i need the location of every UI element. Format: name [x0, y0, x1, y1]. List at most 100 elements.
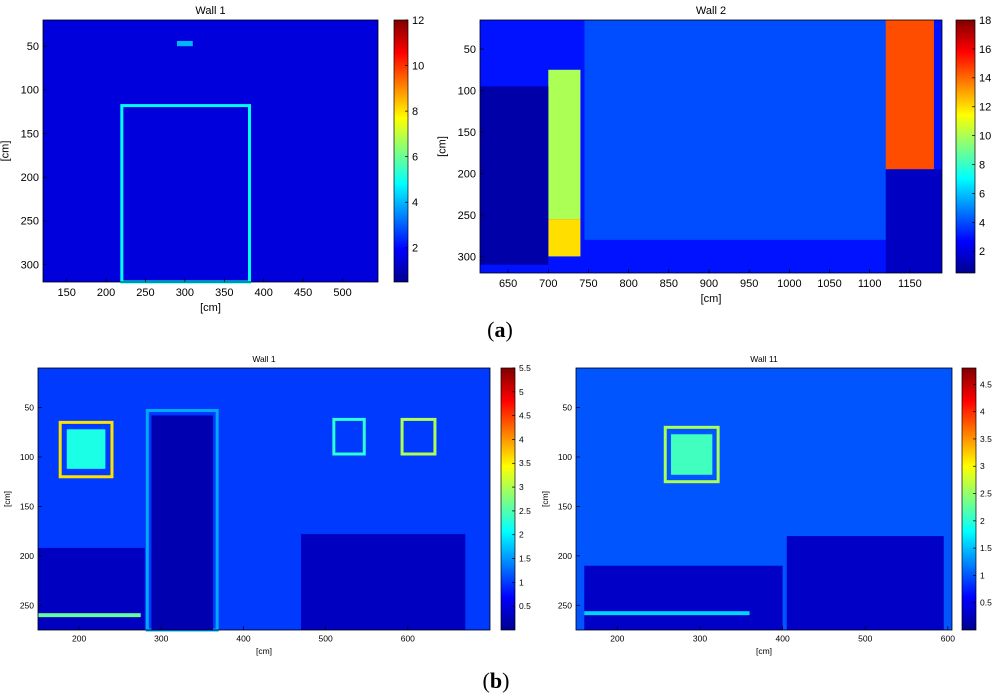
heatmap-feature-1 [663, 425, 720, 484]
heatmap-feature-3 [332, 417, 366, 456]
heatmap-feature-6 [885, 169, 942, 273]
colorbar-tick-label: 6 [412, 152, 418, 164]
y-tick-label: 300 [458, 251, 476, 263]
y-tick-label: 300 [21, 259, 39, 271]
colorbar-tick-label: 0.5 [519, 601, 531, 611]
x-tick-label: 300 [176, 287, 194, 299]
x-tick-label: 500 [333, 287, 351, 299]
colorbar-tick-label: 3.5 [980, 434, 992, 444]
heatmap-background [43, 20, 378, 282]
heatmap-feature-2 [66, 429, 106, 469]
x-tick-label: 300 [693, 634, 707, 644]
x-tick-label: 650 [499, 278, 517, 290]
heatmap-feature-1 [584, 20, 890, 240]
chart-title: Wall 2 [696, 5, 726, 17]
heatmap-feature-6 [151, 415, 214, 630]
heatmap-feature-9 [38, 613, 141, 618]
x-tick-label: 450 [294, 287, 312, 299]
y-tick-label: 150 [558, 501, 572, 511]
x-tick-label: 700 [539, 278, 557, 290]
y-tick-label: 100 [458, 85, 476, 97]
plot-frame [37, 367, 491, 631]
y-tick-label: 150 [20, 501, 34, 511]
x-tick-label: 850 [660, 278, 678, 290]
heatmap-feature-2 [548, 69, 581, 220]
y-tick-label: 250 [20, 600, 34, 610]
colorbar-tick-label: 4.5 [519, 411, 531, 421]
colorbar-tick-label: 10 [412, 60, 424, 72]
x-tick-label: 400 [236, 634, 250, 644]
colorbar-tick-label: 8 [979, 159, 985, 171]
plot-frame [479, 19, 943, 274]
x-tick-label: 750 [579, 278, 597, 290]
colorbar-tick-label: 4 [979, 217, 985, 229]
colorbar-tick-label: 2.5 [519, 506, 531, 516]
x-tick-label: 1000 [777, 278, 801, 290]
colorbar-tick-label: 4 [412, 197, 418, 209]
y-tick-label: 100 [21, 85, 39, 97]
y-tick-label: 250 [458, 210, 476, 222]
plot-frame [42, 19, 379, 283]
colorbar-tick-label: 10 [979, 131, 991, 143]
y-axis-label: [cm] [2, 491, 12, 507]
y-tick-label: 100 [20, 452, 34, 462]
heatmap-feature-4 [885, 20, 934, 170]
heatmap-feature-2 [671, 434, 713, 475]
colorbar-tick-label: 3.5 [519, 458, 531, 468]
heatmap-feature-4 [400, 417, 437, 456]
heatmap-feature-7 [38, 547, 145, 630]
x-tick-label: 500 [319, 634, 333, 644]
colorbar-tick-label: 5 [519, 387, 524, 397]
y-tick-label: 150 [458, 127, 476, 139]
x-tick-label: 400 [775, 634, 789, 644]
heatmap-feature-5 [480, 86, 549, 265]
x-tick-label: 1050 [817, 278, 841, 290]
colorbar-tick-label: 18 [979, 15, 991, 27]
x-tick-label: 150 [57, 287, 75, 299]
chart-title: Wall 1 [195, 5, 225, 17]
colorbar-tick-label: 12 [412, 15, 424, 27]
y-tick-label: 250 [21, 216, 39, 228]
colorbar-tick-label: 1 [519, 577, 524, 587]
colorbar-tick-label: 16 [979, 44, 991, 56]
x-axis-label: [cm] [756, 646, 772, 656]
colorbar-tick-label: 2 [979, 246, 985, 258]
colorbar-tick-label: 4 [519, 434, 524, 444]
y-tick-label: 50 [25, 403, 35, 413]
y-tick-label: 100 [558, 452, 572, 462]
x-tick-label: 300 [154, 634, 168, 644]
colorbar-tick-label: 1.5 [980, 543, 992, 553]
y-tick-label: 50 [27, 41, 39, 53]
y-tick-label: 200 [21, 172, 39, 184]
heatmap-feature-2 [177, 40, 193, 47]
colorbar-tick-label: 5.5 [519, 363, 531, 373]
y-tick-label: 200 [558, 551, 572, 561]
colorbar-tick-label: 2 [980, 516, 985, 526]
colorbar-tick-label: 0.5 [980, 598, 992, 608]
colorbar-tick-label: 3 [980, 461, 985, 471]
colorbar-tick-label: 12 [979, 102, 991, 114]
y-axis-label: [cm] [0, 141, 11, 162]
y-tick-label: 200 [20, 551, 34, 561]
colorbar-tick-label: 14 [979, 73, 991, 85]
x-axis-label: [cm] [701, 293, 722, 305]
x-axis-label: [cm] [200, 302, 221, 314]
heatmap-feature-4 [786, 536, 944, 630]
x-tick-label: 1100 [858, 278, 882, 290]
heatmap-feature-8 [300, 534, 466, 630]
y-tick-label: 150 [21, 128, 39, 140]
heatmap-4: Wall 11 200 300 400 500 600 [cm] 50 100 150 200 250… [540, 354, 992, 656]
x-tick-label: 600 [401, 634, 415, 644]
colorbar [393, 19, 409, 283]
colorbar [961, 367, 977, 631]
x-tick-label: 500 [858, 634, 872, 644]
colorbar-tick-label: 6 [979, 188, 985, 200]
heatmap-feature-5 [584, 611, 750, 616]
x-axis-label: [cm] [256, 646, 272, 656]
heatmap-feature-3 [584, 565, 783, 630]
x-tick-label: 800 [619, 278, 637, 290]
chart-title: Wall 11 [750, 354, 778, 364]
x-tick-label: 400 [255, 287, 273, 299]
colorbar-tick-label: 4.5 [980, 379, 992, 389]
